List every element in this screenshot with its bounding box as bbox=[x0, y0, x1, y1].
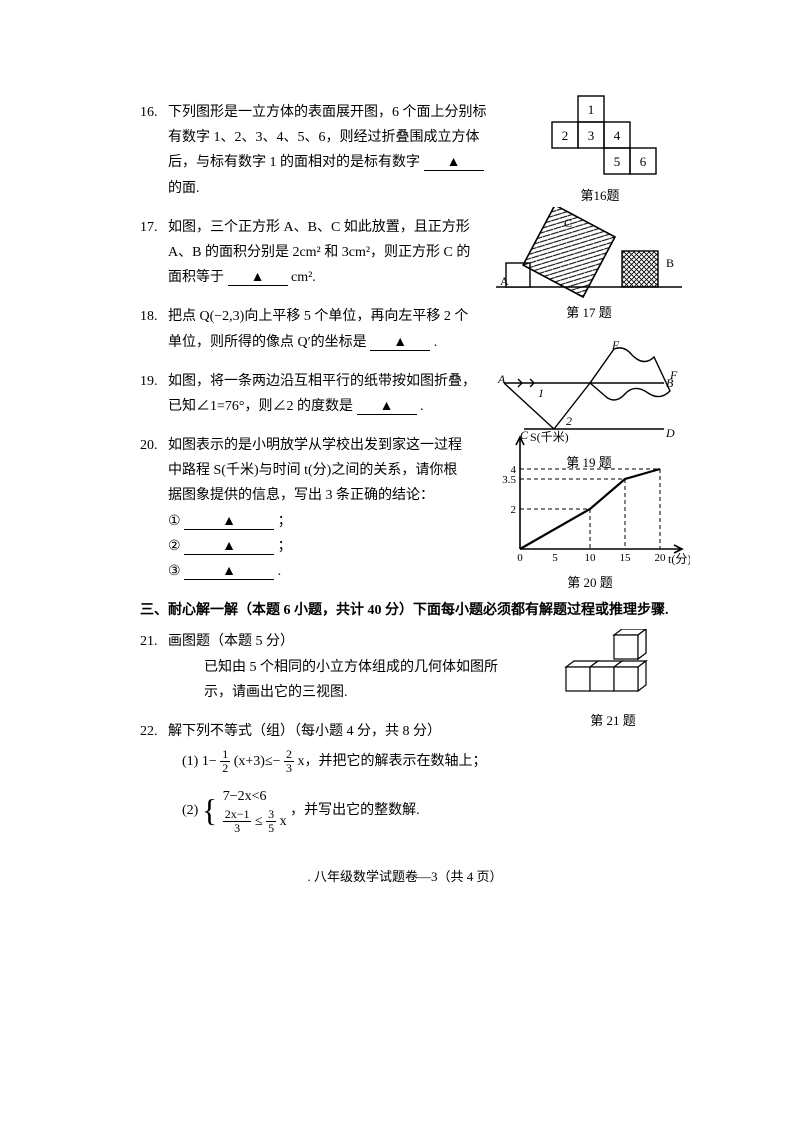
svg-text:E: E bbox=[611, 339, 620, 352]
q22-title: 解下列不等式（组）（每小题 4 分，共 8 分） bbox=[168, 724, 441, 739]
q20-number: 20. bbox=[140, 433, 168, 584]
q21-figure-cubes bbox=[548, 629, 668, 707]
q17-text: 如图，三个正方形 A、B、C 如此放置，且正方形 A、B 的面积分别是 2cm²… bbox=[168, 220, 470, 285]
q20-item3-num: ③ bbox=[168, 564, 181, 579]
q17-unit: cm². bbox=[291, 270, 316, 285]
q22-p1a: (1) 1− bbox=[182, 754, 217, 769]
svg-text:6: 6 bbox=[640, 154, 647, 169]
brace-icon: { bbox=[202, 794, 217, 826]
svg-text:15: 15 bbox=[620, 552, 632, 564]
svg-text:5: 5 bbox=[614, 154, 621, 169]
q22-system: 7−2x<6 2x−1 3 ≤ 3 5 x bbox=[223, 786, 287, 836]
q22-frac1: 1 2 bbox=[220, 748, 230, 775]
q17-number: 17. bbox=[140, 215, 168, 291]
q16-text2: 的面. bbox=[168, 181, 200, 196]
q20-text: 如图表示的是小明放学从学校出发到家这一过程中路程 S(千米)与时间 t(分)之间… bbox=[168, 438, 462, 503]
q22-p1b: (x+3)≤− bbox=[234, 754, 281, 769]
svg-text:3.5: 3.5 bbox=[502, 474, 516, 486]
q21-text: 已知由 5 个相同的小立方体组成的几何体如图所示，请画出它的三视图. bbox=[204, 660, 498, 700]
svg-text:A: A bbox=[500, 274, 509, 288]
q22-p1c: x，并把它的解表示在数轴上； bbox=[298, 754, 487, 769]
q19-number: 19. bbox=[140, 369, 168, 419]
q19-text2: . bbox=[420, 399, 424, 414]
q20-chart: 4 3.5 2 0 5 10 15 20 S(千米) t(分) bbox=[490, 429, 690, 569]
svg-text:F: F bbox=[669, 368, 678, 382]
q20-item2-num: ② bbox=[168, 539, 181, 554]
q20-p2: ； bbox=[278, 539, 292, 554]
svg-text:B: B bbox=[666, 256, 674, 270]
q16-caption: 第16题 bbox=[520, 184, 680, 207]
svg-text:2: 2 bbox=[566, 414, 572, 428]
svg-text:2: 2 bbox=[511, 504, 517, 516]
q20-blank-1 bbox=[184, 515, 274, 530]
svg-text:t(分): t(分) bbox=[668, 552, 690, 566]
q20-item1-num: ① bbox=[168, 514, 181, 529]
q19-blank bbox=[357, 400, 417, 415]
q16-number: 16. bbox=[140, 100, 168, 201]
q22-p2-after: ，并写出它的整数解. bbox=[290, 803, 420, 818]
q18-blank bbox=[370, 336, 430, 351]
q16-blank bbox=[424, 156, 484, 171]
q16-figure-net: 1 2 3 4 5 6 bbox=[520, 94, 670, 182]
q20-caption: 第 20 题 bbox=[490, 571, 690, 594]
q20-p1: ； bbox=[278, 514, 292, 529]
svg-text:1: 1 bbox=[588, 102, 595, 117]
q17-figure: A C B bbox=[494, 207, 684, 299]
q18-text2: . bbox=[434, 335, 438, 350]
svg-text:2: 2 bbox=[562, 128, 569, 143]
q21-title: 画图题（本题 5 分） bbox=[168, 634, 294, 649]
q21-number: 21. bbox=[140, 629, 168, 705]
q20-blank-3 bbox=[184, 565, 274, 580]
svg-text:A: A bbox=[497, 372, 506, 386]
svg-text:0: 0 bbox=[517, 552, 523, 564]
svg-text:S(千米): S(千米) bbox=[530, 430, 569, 444]
svg-text:1: 1 bbox=[538, 386, 544, 400]
q22-frac2: 2 3 bbox=[284, 748, 294, 775]
svg-text:3: 3 bbox=[588, 128, 595, 143]
svg-text:5: 5 bbox=[552, 552, 558, 564]
svg-text:4: 4 bbox=[614, 128, 621, 143]
q18-number: 18. bbox=[140, 304, 168, 354]
q20-p3: . bbox=[278, 564, 282, 579]
q17-blank bbox=[228, 271, 288, 286]
page-footer: . 八年级数学试题卷—3（共 4 页） bbox=[140, 865, 670, 888]
q22-p2-lead: (2) bbox=[182, 803, 198, 818]
q20-blank-2 bbox=[184, 540, 274, 555]
section3-header: 三、耐心解一解（本题 6 小题，共计 40 分）下面每小题必须都有解题过程或推理… bbox=[140, 598, 670, 623]
svg-text:20: 20 bbox=[655, 552, 667, 564]
q19-text: 如图，将一条两边沿互相平行的纸带按如图折叠，已知∠1=76°，则∠2 的度数是 bbox=[168, 374, 476, 414]
svg-text:10: 10 bbox=[585, 552, 597, 564]
svg-text:C: C bbox=[564, 216, 572, 230]
q22-number: 22. bbox=[140, 719, 168, 835]
